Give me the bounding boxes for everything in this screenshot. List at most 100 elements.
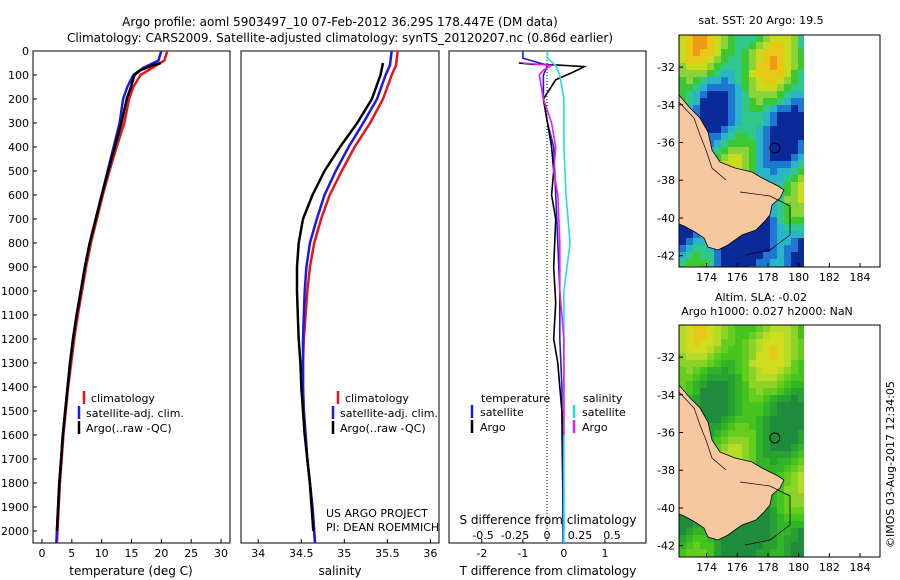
legend-label-argo: Argo(..raw -QC) bbox=[86, 422, 172, 435]
heatmap-cell bbox=[728, 549, 736, 557]
heatmap-cell bbox=[735, 35, 743, 43]
annotation-project: US ARGO PROJECT bbox=[326, 507, 428, 520]
heatmap-cell bbox=[770, 465, 778, 473]
heatmap-cell bbox=[749, 105, 757, 113]
heatmap-cell bbox=[784, 175, 792, 183]
heatmap-cell bbox=[693, 77, 701, 85]
x-tick-label: 0 bbox=[38, 547, 45, 560]
heatmap-cell bbox=[770, 56, 778, 64]
heatmap-cell bbox=[728, 42, 736, 50]
heatmap-cell bbox=[770, 437, 778, 445]
legend-label-satellite: satellite-adj. clim. bbox=[86, 407, 184, 420]
heatmap-cell bbox=[763, 154, 771, 162]
heatmap-cell bbox=[770, 126, 778, 134]
lat-tick-label: -38 bbox=[657, 464, 675, 477]
heatmap-cell bbox=[798, 63, 804, 71]
heatmap-cell bbox=[763, 217, 771, 225]
heatmap-cell bbox=[756, 252, 764, 260]
heatmap-cell bbox=[784, 416, 792, 424]
heatmap-cell bbox=[770, 252, 778, 260]
heatmap-cell bbox=[707, 98, 715, 106]
heatmap-cell bbox=[700, 388, 708, 396]
heatmap-cell bbox=[756, 437, 764, 445]
heatmap-cell bbox=[742, 360, 750, 368]
heatmap-cell bbox=[749, 437, 757, 445]
heatmap-cell bbox=[763, 49, 771, 57]
heatmap-cell bbox=[742, 35, 750, 43]
heatmap-cell bbox=[721, 112, 729, 120]
heatmap-cell bbox=[798, 409, 804, 417]
heatmap-cell bbox=[770, 346, 778, 354]
legend-title-temperature: temperature bbox=[481, 392, 550, 405]
legend-label-t-argo: Argo bbox=[480, 421, 506, 434]
heatmap-cell bbox=[714, 154, 722, 162]
sst-map-title: sat. SST: 20 Argo: 19.5 bbox=[698, 14, 823, 27]
legend-title-salinity: salinity bbox=[583, 392, 623, 405]
heatmap-cell bbox=[770, 259, 778, 267]
x-tick-label: 30 bbox=[214, 547, 228, 560]
heatmap-cell bbox=[707, 409, 715, 417]
heatmap-cell bbox=[679, 231, 687, 239]
heatmap-cell bbox=[735, 528, 743, 536]
heatmap-cell bbox=[686, 84, 694, 92]
heatmap-cell bbox=[756, 259, 764, 267]
heatmap-cell bbox=[714, 252, 722, 260]
heatmap-cell bbox=[777, 437, 785, 445]
heatmap-cell bbox=[756, 84, 764, 92]
heatmap-cell bbox=[728, 423, 736, 431]
heatmap-cell bbox=[679, 549, 687, 557]
heatmap-cell bbox=[735, 154, 743, 162]
heatmap-cell bbox=[777, 70, 785, 78]
heatmap-cell bbox=[749, 63, 757, 71]
heatmap-cell bbox=[756, 105, 764, 113]
heatmap-cell bbox=[763, 168, 771, 176]
heatmap-cell bbox=[714, 35, 722, 43]
heatmap-cell bbox=[784, 252, 792, 260]
heatmap-cell bbox=[791, 84, 799, 92]
heatmap-cell bbox=[791, 77, 799, 85]
heatmap-cell bbox=[763, 35, 771, 43]
legend-label-climatology: climatology bbox=[345, 392, 409, 405]
heatmap-cell bbox=[742, 325, 750, 333]
heatmap-cell bbox=[798, 451, 804, 459]
heatmap-cell bbox=[714, 140, 722, 148]
heatmap-cell bbox=[742, 542, 750, 550]
legend-label-s-argo: Argo bbox=[582, 421, 608, 434]
s-diff-tick-label: 0.5 bbox=[603, 529, 621, 542]
heatmap-cell bbox=[728, 367, 736, 375]
heatmap-cell bbox=[777, 175, 785, 183]
heatmap-cell bbox=[742, 367, 750, 375]
heatmap-cell bbox=[784, 259, 792, 267]
heatmap-cell bbox=[798, 35, 804, 43]
heatmap-cell bbox=[791, 535, 799, 543]
heatmap-cell bbox=[770, 231, 778, 239]
heatmap-cell bbox=[749, 168, 757, 176]
heatmap-cell bbox=[798, 161, 804, 169]
lat-tick-label: -40 bbox=[657, 212, 675, 225]
heatmap-cell bbox=[763, 528, 771, 536]
heatmap-cell bbox=[735, 84, 743, 92]
heatmap-cell bbox=[777, 444, 785, 452]
lon-tick-label: 180 bbox=[788, 271, 809, 284]
heatmap-cell bbox=[742, 437, 750, 445]
heatmap-cell bbox=[777, 182, 785, 190]
heatmap-cell bbox=[763, 458, 771, 466]
heatmap-cell bbox=[791, 70, 799, 78]
heatmap-cell bbox=[679, 521, 687, 529]
heatmap-cell bbox=[700, 84, 708, 92]
lon-tick-label: 176 bbox=[727, 271, 748, 284]
heatmap-cell bbox=[693, 259, 701, 267]
heatmap-cell bbox=[798, 105, 804, 113]
heatmap-cell bbox=[735, 444, 743, 452]
heatmap-cell bbox=[749, 458, 757, 466]
heatmap-cell bbox=[756, 451, 764, 459]
heatmap-cell bbox=[749, 346, 757, 354]
heatmap-cell bbox=[784, 332, 792, 340]
heatmap-cell bbox=[777, 472, 785, 480]
heatmap-cell bbox=[721, 402, 729, 410]
bathymetry-contour bbox=[679, 101, 727, 181]
heatmap-cell bbox=[721, 35, 729, 43]
heatmap-cell bbox=[770, 119, 778, 127]
heatmap-cell bbox=[784, 105, 792, 113]
heatmap-cell bbox=[714, 98, 722, 106]
